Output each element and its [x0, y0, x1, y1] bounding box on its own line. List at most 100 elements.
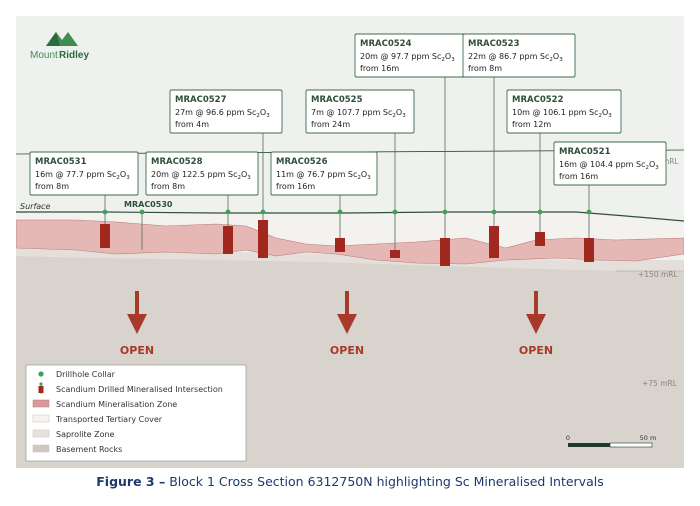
intersection-depth: from 4m [175, 120, 209, 129]
subscript: 3 [402, 113, 406, 119]
figure-caption: Figure 3 – Block 1 Cross Section 6312750… [0, 474, 700, 489]
open-label: OPEN [120, 344, 154, 357]
intersection-grade: 16m @ 104.4 ppm Sc2O3 [559, 160, 659, 171]
scale-end-label: 50 m [640, 434, 657, 442]
subscript: 2 [598, 113, 602, 119]
drillhole-collar [586, 209, 592, 215]
legend-label: Drillhole Collar [56, 370, 116, 379]
intersection-grade: 20m @ 122.5 ppm Sc2O3 [151, 170, 251, 181]
scale-start-label: 0 [566, 434, 570, 442]
subscript: 2 [441, 57, 445, 63]
drillhole-collar [537, 209, 543, 215]
intersection-depth: from 8m [35, 182, 69, 191]
open-arrow-head [526, 314, 546, 334]
elevation-label-top: mRL [662, 157, 680, 166]
intersection-depth: from 8m [151, 182, 185, 191]
label-box [305, 89, 415, 134]
oxide-symbol: O [649, 160, 655, 169]
label-box [29, 151, 139, 196]
legend-item: Basement Rocks [32, 444, 122, 454]
open-arrow-middle: OPEN [330, 291, 364, 357]
oxide-symbol: O [445, 52, 451, 61]
legend-item: Transported Tertiary Cover [32, 414, 163, 424]
drillholes-layer [100, 77, 594, 266]
transported-cover [16, 210, 684, 248]
drillhole-collar [337, 209, 343, 215]
subscript: 2 [549, 57, 553, 63]
drillhole-collar [392, 209, 398, 215]
mineralised-intersection [390, 250, 400, 258]
subscript: 3 [126, 175, 130, 181]
subscript: 3 [655, 165, 659, 171]
intersection-grade: 10m @ 106.1 ppm Sc2O3 [512, 108, 612, 119]
oxide-symbol: O [602, 108, 608, 117]
logo-mountain-shade [46, 32, 60, 46]
drillhole-collar [139, 209, 145, 215]
open-arrow-head [127, 314, 147, 334]
subscript: 3 [247, 175, 251, 181]
intersection-grade: 7m @ 107.7 ppm Sc2O3 [311, 108, 406, 119]
subscript: 2 [237, 175, 241, 181]
subscript: 2 [116, 175, 120, 181]
drillhole-id: MRAC0522 [512, 95, 564, 105]
intersection-grade: 20m @ 97.7 ppm Sc2O3 [360, 52, 455, 63]
mineralised-intersection [223, 226, 233, 254]
drillhole-id: MRAC0526 [276, 157, 328, 167]
open-arrow-right: OPEN [519, 291, 553, 357]
logo-word-ridley: Ridley [59, 50, 89, 61]
oxide-symbol: O [241, 170, 247, 179]
legend-collar-symbol [38, 371, 44, 377]
elevation-label-75: +75 mRL [642, 379, 678, 388]
intersection-depth: from 12m [512, 120, 551, 129]
legend-items: Drillhole Collar Scandium Drilled Mineral… [32, 370, 223, 454]
mineralised-intersection [335, 238, 345, 252]
drillhole-collar [260, 209, 266, 215]
label-box [145, 151, 259, 196]
oxide-symbol: O [396, 108, 402, 117]
intersection-grade: 11m @ 76.7 ppm Sc2O3 [276, 170, 371, 181]
legend-item: Scandium Drilled Mineralised Intersectio… [38, 382, 223, 394]
subscript: 2 [357, 175, 361, 181]
subscript: 3 [451, 57, 455, 63]
intersection-grade: 22m @ 86.7 ppm Sc2O3 [468, 52, 563, 63]
surface-label: Surface [20, 202, 51, 211]
subscript: 3 [608, 113, 612, 119]
open-label: OPEN [519, 344, 553, 357]
drillhole-id: MRAC0531 [35, 157, 87, 167]
drillhole-collar [102, 209, 108, 215]
elevation-label-150: +150 mRL [638, 270, 679, 279]
drillhole-id: MRAC0528 [151, 157, 203, 167]
subscript: 3 [367, 175, 371, 181]
legend-intersection-collar [39, 382, 43, 386]
intersection-depth: from 16m [360, 64, 399, 73]
mount-ridley-logo: Mount Ridley [30, 32, 89, 61]
label-box [169, 89, 283, 134]
intersection-depth: from 16m [559, 172, 598, 181]
subscript: 2 [256, 113, 260, 119]
label-box [270, 151, 378, 196]
cross-section-figure: Mount Ridley Surface mRL +150 mRL +75 mR… [16, 16, 684, 468]
open-label: OPEN [330, 344, 364, 357]
scale-bar-light [609, 442, 653, 448]
mineralised-intersection [258, 220, 268, 258]
subscript: 3 [559, 57, 563, 63]
label-box [506, 89, 622, 134]
legend-swatch [32, 444, 50, 453]
open-arrow-left: OPEN [120, 291, 154, 357]
drillhole-id: MRAC0525 [311, 95, 363, 105]
legend-item: Saprolite Zone [32, 429, 115, 439]
caption-text: Block 1 Cross Section 6312750N highlight… [165, 474, 604, 489]
drillhole-id: MRAC0523 [468, 39, 520, 49]
subscript: 3 [266, 113, 270, 119]
oxide-symbol: O [120, 170, 126, 179]
subscript: 2 [392, 113, 396, 119]
legend-item: Scandium Mineralisation Zone [32, 399, 177, 409]
intersection-grade: 16m @ 77.7 ppm Sc2O3 [35, 170, 130, 181]
legend-label: Scandium Drilled Mineralised Intersectio… [56, 385, 223, 394]
intersection-depth: from 8m [468, 64, 502, 73]
